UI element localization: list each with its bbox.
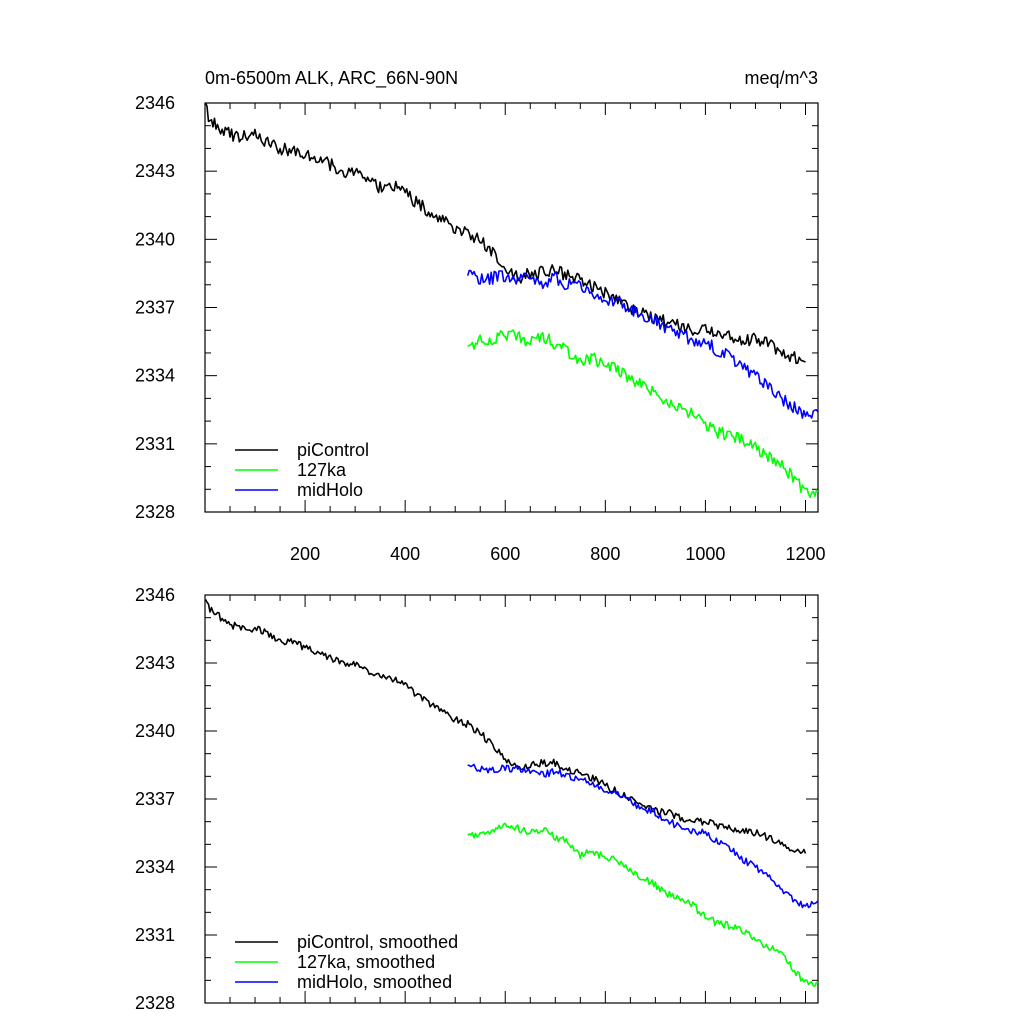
y-tick-label: 2337 <box>135 298 175 318</box>
series-line-127ka-smoothed <box>467 822 818 987</box>
y-tick-label: 2346 <box>135 93 175 113</box>
y-tick-label: 2343 <box>135 161 175 181</box>
x-tick-label: 1000 <box>685 544 725 564</box>
chart-panel-1: 2328 2331 2334 2337 2340 2343 2346 200 400 600 800… <box>135 68 826 564</box>
y-tick-label: 2343 <box>135 653 175 673</box>
x-tick-label: 600 <box>490 544 520 564</box>
chart-title: 0m-6500m ALK, ARC_66N-90N <box>205 68 458 89</box>
legend-label: 127ka, smoothed <box>297 952 435 972</box>
series-line-picontrol-smoothed <box>205 599 807 855</box>
y-tick-label: 2337 <box>135 789 175 809</box>
y-tick-label: 2328 <box>135 502 175 522</box>
x-tick-label: 400 <box>390 544 420 564</box>
y-tick-label: 2346 <box>135 585 175 605</box>
y-tick-label: 2334 <box>135 366 175 386</box>
series-line-midholo <box>466 269 818 419</box>
legend-label: piControl, smoothed <box>297 932 458 952</box>
y-tick-label: 2328 <box>135 993 175 1013</box>
x-tick-label: 1200 <box>785 544 825 564</box>
y-tick-label: 2331 <box>135 434 175 454</box>
x-tick-label: 200 <box>290 544 320 564</box>
y-tick-label: 2340 <box>135 721 175 741</box>
y-tick-label: 2334 <box>135 857 175 877</box>
y-tick-label: 2340 <box>135 229 175 249</box>
legend-label: 127ka <box>297 460 347 480</box>
y-tick-label: 2331 <box>135 925 175 945</box>
chart-panel-2: 2328 2331 2334 2337 2340 2343 2346 piControl, s… <box>135 585 819 1013</box>
chart-units: meq/m^3 <box>745 68 818 88</box>
series-line-127ka <box>467 329 818 499</box>
legend-label: midHolo, smoothed <box>297 972 452 992</box>
series-line-picontrol <box>205 103 806 365</box>
legend-label: midHolo <box>297 480 363 500</box>
series-line-midholo-smoothed <box>467 763 818 909</box>
x-tick-label: 800 <box>590 544 620 564</box>
legend-label: piControl <box>297 440 369 460</box>
